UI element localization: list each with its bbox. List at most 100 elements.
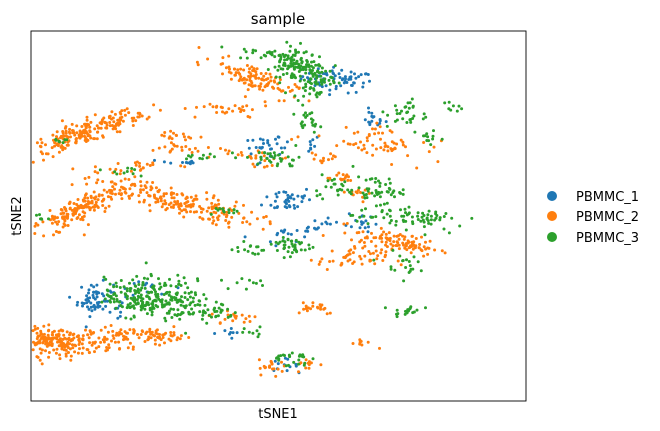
data-point: [254, 76, 258, 80]
data-point: [378, 235, 382, 238]
data-point: [185, 210, 189, 214]
data-point: [160, 133, 164, 137]
data-point: [335, 144, 339, 148]
data-point: [216, 314, 220, 318]
data-point: [96, 198, 100, 202]
data-point: [181, 132, 185, 136]
data-point: [221, 72, 224, 76]
data-point: [305, 187, 308, 191]
chart-title: sample: [251, 10, 306, 28]
data-point: [212, 210, 216, 214]
data-point: [246, 139, 250, 142]
data-point: [425, 132, 429, 136]
data-point: [145, 312, 149, 316]
data-point: [51, 333, 54, 337]
data-point: [164, 331, 168, 335]
data-point: [325, 312, 329, 316]
data-point: [179, 299, 182, 303]
data-point: [359, 140, 362, 144]
data-point: [312, 87, 316, 91]
data-point: [80, 125, 84, 128]
data-point: [405, 111, 409, 115]
data-point: [404, 145, 407, 149]
data-point: [245, 78, 249, 82]
data-point: [92, 208, 96, 212]
data-point: [384, 253, 387, 257]
data-point: [377, 179, 380, 183]
data-point: [220, 45, 224, 49]
data-point: [141, 188, 145, 192]
data-point: [194, 293, 198, 297]
data-point: [329, 152, 333, 156]
data-point: [257, 332, 261, 336]
data-point: [319, 80, 323, 84]
data-point: [138, 164, 142, 168]
data-point: [103, 297, 107, 301]
data-point: [351, 251, 355, 255]
data-point: [54, 230, 58, 233]
data-point: [290, 76, 294, 79]
data-point: [205, 156, 209, 160]
data-point: [309, 143, 313, 147]
data-point: [190, 151, 194, 154]
data-point: [411, 104, 415, 108]
data-point: [151, 304, 155, 308]
data-point: [408, 264, 412, 268]
data-point: [175, 338, 179, 342]
data-point: [337, 72, 341, 76]
data-point: [360, 262, 364, 266]
data-point: [118, 314, 122, 318]
data-point: [153, 338, 157, 342]
data-point: [315, 91, 319, 95]
data-point: [84, 205, 88, 209]
data-point: [80, 134, 84, 138]
data-point: [82, 129, 86, 133]
data-point: [271, 85, 274, 89]
data-point: [146, 301, 150, 305]
data-point: [365, 136, 369, 140]
data-point: [103, 120, 107, 124]
data-point: [239, 56, 243, 60]
data-point: [102, 294, 106, 298]
data-point: [311, 245, 315, 249]
data-point: [373, 132, 377, 136]
data-point: [277, 357, 281, 361]
data-point: [172, 333, 176, 337]
data-point: [70, 343, 74, 347]
data-point: [51, 337, 54, 341]
data-point: [380, 190, 384, 194]
data-point: [68, 295, 72, 299]
data-point: [163, 281, 167, 285]
data-point: [83, 138, 87, 142]
data-point: [96, 171, 100, 175]
data-point: [154, 299, 158, 303]
data-point: [265, 195, 269, 199]
data-point: [86, 196, 90, 200]
data-point: [189, 195, 193, 199]
data-point: [264, 78, 268, 81]
data-point: [265, 157, 269, 160]
data-point: [101, 135, 105, 139]
y-axis-label: tSNE2: [10, 196, 25, 236]
data-point: [47, 217, 50, 221]
data-point: [166, 301, 170, 305]
data-point: [119, 193, 123, 197]
data-point: [74, 209, 78, 213]
data-point: [120, 305, 124, 309]
data-point: [426, 135, 430, 139]
data-point: [145, 162, 149, 166]
data-point: [61, 141, 65, 145]
data-point: [242, 320, 246, 324]
data-point: [361, 191, 365, 195]
data-point: [241, 221, 245, 224]
data-point: [35, 141, 39, 145]
data-point: [258, 325, 262, 329]
data-point: [413, 130, 417, 134]
data-point: [334, 84, 338, 88]
data-point: [412, 240, 416, 244]
data-point: [101, 278, 105, 282]
data-point: [269, 154, 273, 158]
data-point: [122, 171, 126, 175]
data-point: [361, 200, 365, 204]
data-point: [387, 177, 391, 181]
